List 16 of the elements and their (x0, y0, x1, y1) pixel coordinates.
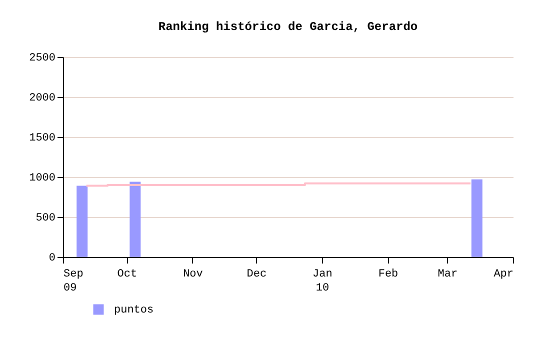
chart-title: Ranking histórico de Garcia, Gerardo (158, 20, 418, 34)
legend-label: puntos (114, 304, 154, 316)
x-tick-label: Sep 09 (64, 268, 84, 294)
y-tick-label: 1000 (29, 172, 56, 184)
y-tick-label: 500 (36, 212, 56, 224)
x-tick-label: Apr (494, 268, 514, 280)
y-tick-label: 2500 (29, 52, 56, 64)
x-tick-label: Jan 10 (312, 268, 332, 294)
x-tick-label: Nov (183, 268, 204, 280)
x-tick-label: Mar (438, 268, 458, 280)
y-tick-label: 2000 (29, 92, 56, 104)
y-tick-label: 0 (48, 252, 56, 264)
x-tick-label: Feb (378, 268, 398, 280)
y-tick-label: 1500 (29, 132, 56, 144)
x-tick-label: Dec (246, 268, 267, 280)
x-tick-label: Oct (117, 268, 138, 280)
